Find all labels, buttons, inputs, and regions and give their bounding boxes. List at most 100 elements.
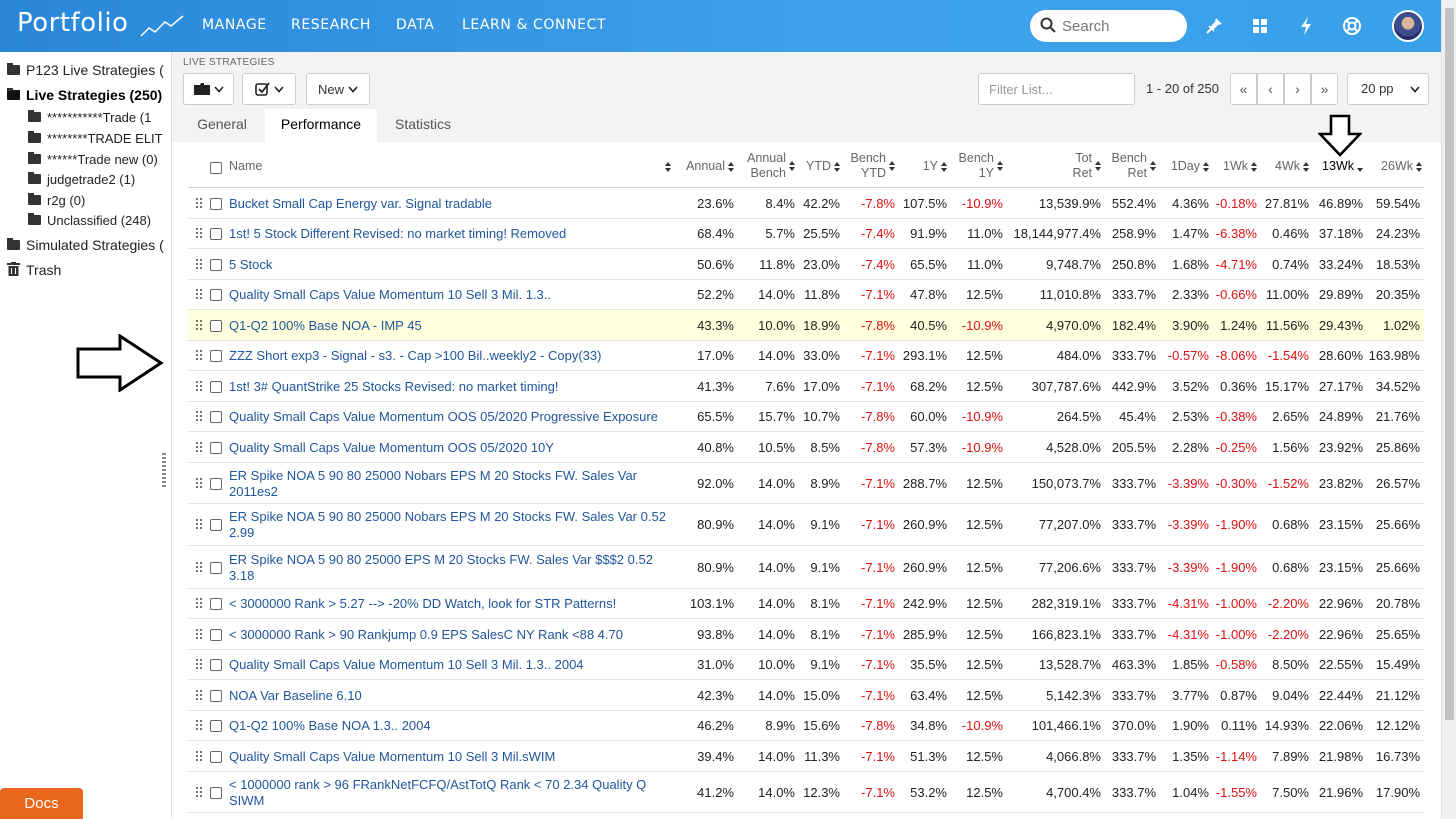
col-header-annual-bench[interactable]: Annual Bench	[747, 151, 795, 181]
row-checkbox[interactable]	[210, 259, 222, 271]
last-page-button[interactable]: »	[1311, 73, 1338, 105]
nav-manage[interactable]: MANAGE	[202, 17, 267, 33]
drag-handle-icon[interactable]	[195, 658, 203, 671]
drag-handle-icon[interactable]	[195, 197, 203, 210]
row-checkbox[interactable]	[210, 442, 222, 454]
table-row[interactable]: < 1000000 rank > 96 FRankNetFCFQ/AstTotQ…	[188, 772, 1424, 813]
table-row[interactable]: < 3000000 Rank > 90 Rankjump 0.9 EPS Sal…	[188, 619, 1424, 650]
row-checkbox[interactable]	[210, 198, 222, 210]
table-row[interactable]: ER Spike NOA 5 90 80 25000 EPS M 20 Stoc…	[188, 546, 1424, 589]
strategy-name-link[interactable]: < 3000000 Rank > 90 Rankjump 0.9 EPS Sal…	[229, 627, 623, 643]
strategy-name-link[interactable]: Quality Small Caps Value Momentum 10 Sel…	[229, 749, 555, 765]
col-header-name[interactable]: Name	[229, 159, 671, 174]
drag-handle-icon[interactable]	[195, 380, 203, 393]
nav-learn-connect[interactable]: LEARN & CONNECT	[462, 17, 607, 33]
next-page-button[interactable]: ›	[1284, 73, 1311, 105]
col-header-1wk[interactable]: 1Wk	[1223, 159, 1257, 174]
per-page-select[interactable]: 20 pp	[1347, 73, 1429, 105]
row-checkbox[interactable]	[210, 720, 222, 732]
strategy-name-link[interactable]: ER Spike NOA 5 90 80 25000 Nobars EPS M …	[229, 509, 666, 541]
row-checkbox[interactable]	[210, 598, 222, 610]
table-row[interactable]: < 3000000 Rank > 5.27 --> -20% DD Watch,…	[188, 589, 1424, 619]
table-row[interactable]: Q1-Q2 100% Base NOA 1.3.. 2004 46.2% 8.9% 1…	[188, 711, 1424, 741]
tree-unclassified-folder[interactable]: Unclassified (248)	[28, 213, 151, 228]
tree-trade-folder[interactable]: ***********Trade (1	[28, 110, 151, 125]
nav-research[interactable]: RESEARCH	[291, 17, 372, 33]
col-header-bench-1y[interactable]: Bench 1Y	[959, 151, 1003, 181]
table-row[interactable]: Quality Small Caps Value Momentum 10 Sel…	[188, 280, 1424, 310]
drag-handle-icon[interactable]	[195, 288, 203, 301]
page-scrollbar[interactable]	[1441, 0, 1456, 819]
table-row[interactable]: ER Spike NOA 5 90 80 25000 Nobars EPS M …	[188, 463, 1424, 504]
row-checkbox[interactable]	[210, 751, 222, 763]
bolt-icon[interactable]	[1296, 16, 1316, 36]
col-header-4wk[interactable]: 4Wk	[1275, 159, 1309, 174]
col-header-1day[interactable]: 1Day	[1171, 159, 1209, 174]
strategy-name-link[interactable]: 1st! 5 Stock Different Revised: no marke…	[229, 226, 566, 242]
row-checkbox[interactable]	[210, 411, 222, 423]
help-icon[interactable]	[1342, 16, 1362, 36]
table-row[interactable]: Q1-Q2 100% Base NOA - IMP 45 43.3% 10.0% 18…	[188, 310, 1424, 341]
tree-p123-live-strategies[interactable]: P123 Live Strategies (	[7, 62, 164, 78]
row-checkbox[interactable]	[210, 659, 222, 671]
strategy-name-link[interactable]: < 3000000 Rank > 5.27 --> -20% DD Watch,…	[229, 596, 616, 612]
docs-button[interactable]: Docs	[0, 788, 83, 819]
strategy-name-link[interactable]: Quality Small Caps Value Momentum 10 Sel…	[229, 657, 584, 673]
strategy-name-link[interactable]: 1st! 3# QuantStrike 25 Stocks Revised: n…	[229, 379, 558, 395]
table-row[interactable]: Quality Small Caps Value Momentum 10 Sel…	[188, 741, 1424, 772]
table-row[interactable]: Quality Small Caps Value Momentum OOS 05…	[188, 402, 1424, 432]
strategy-name-link[interactable]: ER Spike NOA 5 90 80 25000 EPS M 20 Stoc…	[229, 552, 653, 584]
tab-general[interactable]: General	[197, 116, 247, 132]
portfolio123-logo[interactable]: Portfolio	[17, 8, 184, 44]
tab-performance[interactable]: Performance	[265, 109, 377, 142]
col-header-26wk[interactable]: 26Wk	[1381, 159, 1422, 174]
table-row[interactable]: Quality Small Caps Value Momentum OOS 05…	[188, 432, 1424, 463]
strategy-name-link[interactable]: < 1000000 rank > 96 FRankNetFCFQ/AstTotQ…	[229, 777, 646, 809]
row-checkbox[interactable]	[210, 629, 222, 641]
tree-r2g-folder[interactable]: r2g (0)	[28, 193, 85, 208]
drag-handle-icon[interactable]	[195, 258, 203, 271]
drag-handle-icon[interactable]	[195, 561, 203, 574]
table-row[interactable]: ER Spike NOA 5 90 80 25000 Nobars EPS M …	[188, 504, 1424, 546]
row-checkbox[interactable]	[210, 381, 222, 393]
tree-trash[interactable]: Trash	[7, 262, 61, 278]
strategy-name-link[interactable]: Quality Small Caps Value Momentum 10 Sel…	[229, 287, 551, 303]
tree-trade-elite-folder[interactable]: ********TRADE ELIT	[28, 131, 163, 146]
strategy-name-link[interactable]: Q1-Q2 100% Base NOA 1.3.. 2004	[229, 718, 431, 734]
strategy-name-link[interactable]: 5 Stock	[229, 257, 272, 273]
col-header-ytd[interactable]: YTD	[806, 159, 840, 174]
col-header-13wk[interactable]: 13Wk	[1322, 159, 1363, 174]
filter-list-input[interactable]	[978, 73, 1135, 105]
table-row[interactable]: NOA Var Baseline 6.10 42.3% 14.0% 15.0% -7.1…	[188, 680, 1424, 711]
table-row[interactable]: 1st! 3# QuantStrike 25 Stocks Revised: n…	[188, 371, 1424, 402]
drag-handle-icon[interactable]	[195, 628, 203, 641]
folder-menu-button[interactable]	[183, 73, 234, 105]
select-menu-button[interactable]	[242, 73, 296, 105]
avatar[interactable]	[1392, 10, 1424, 42]
drag-handle-icon[interactable]	[195, 349, 203, 362]
drag-handle-icon[interactable]	[195, 441, 203, 454]
strategy-name-link[interactable]: Q1-Q2 100% Base NOA - IMP 45	[229, 318, 422, 334]
row-checkbox[interactable]	[210, 350, 222, 362]
table-row[interactable]: Quality Small Caps Value Momentum 10 Sel…	[188, 650, 1424, 680]
col-header-bench-ret[interactable]: Bench Ret	[1112, 151, 1156, 181]
row-checkbox[interactable]	[210, 787, 222, 799]
grid-icon[interactable]	[1250, 16, 1270, 36]
sidebar-resize-handle[interactable]	[162, 453, 166, 487]
search-input[interactable]	[1062, 14, 1180, 38]
strategy-name-link[interactable]: ER Spike NOA 5 90 80 25000 Nobars EPS M …	[229, 468, 637, 500]
scrollbar-thumb[interactable]	[1445, 8, 1454, 720]
search-box[interactable]	[1030, 10, 1187, 42]
first-page-button[interactable]: «	[1230, 73, 1257, 105]
select-all-checkbox[interactable]	[210, 162, 222, 174]
tree-live-strategies[interactable]: Live Strategies (250)	[7, 87, 162, 103]
nav-data[interactable]: DATA	[396, 17, 435, 33]
table-row[interactable]: 5 Stock 50.6% 11.8% 23.0% -7.4% 65.5% 11.0% 9,7…	[188, 249, 1424, 280]
drag-handle-icon[interactable]	[195, 477, 203, 490]
drag-handle-icon[interactable]	[195, 227, 203, 240]
row-checkbox[interactable]	[210, 562, 222, 574]
tab-statistics[interactable]: Statistics	[394, 116, 451, 132]
table-row[interactable]: 1st! 5 Stock Different Revised: no marke…	[188, 219, 1424, 249]
strategy-name-link[interactable]: Quality Small Caps Value Momentum OOS 05…	[229, 409, 658, 425]
strategy-name-link[interactable]: ZZZ Short exp3 - Signal - s3. - Cap >100…	[229, 348, 601, 364]
